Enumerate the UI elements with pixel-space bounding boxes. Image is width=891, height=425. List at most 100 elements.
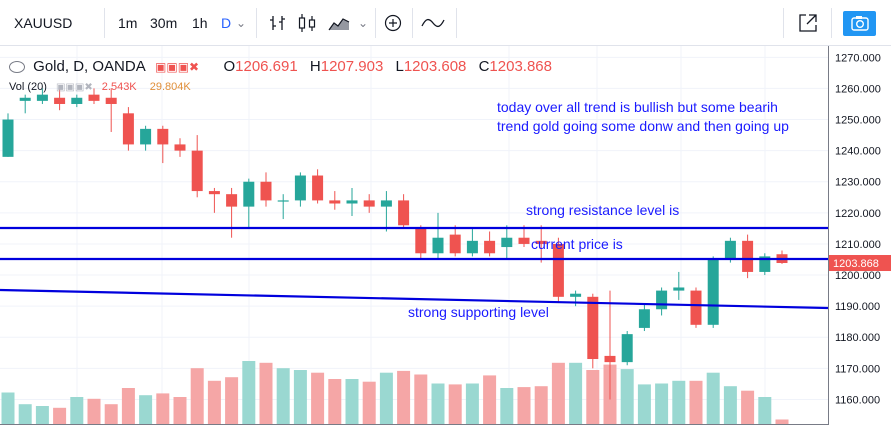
y-tick-label: 1270.000 — [835, 52, 881, 64]
volume-bar — [689, 380, 703, 424]
candle-body — [19, 97, 31, 101]
volume-settings-icon[interactable]: ▣▣▣✖ — [55, 82, 93, 93]
volume-bar — [569, 362, 583, 424]
candle-body — [742, 240, 754, 272]
interval-30m[interactable]: 30m — [150, 15, 178, 31]
volume-bar — [225, 377, 239, 424]
symbol-search[interactable]: XAUUSD — [14, 15, 73, 31]
volume-bar — [379, 372, 393, 424]
volume-bar — [173, 397, 187, 424]
candle-body — [294, 175, 306, 201]
candle-body — [380, 200, 392, 207]
last-price-label: 1203.868 — [833, 258, 879, 270]
candles-icon[interactable] — [297, 13, 317, 33]
last-price-marker — [829, 255, 891, 272]
interval-chevron-down-icon[interactable]: ⌄ — [236, 16, 247, 30]
price-chart[interactable]: 1270.000 1260.000 1250.000 1240.000 1230.000… — [0, 46, 891, 425]
volume-bar — [775, 419, 789, 424]
eye-icon[interactable] — [9, 61, 25, 74]
toolbar-divider — [412, 8, 413, 38]
volume-bar — [293, 370, 307, 424]
volume-bar — [551, 362, 565, 424]
toolbar-divider — [256, 8, 257, 38]
volume-bar — [672, 380, 686, 424]
chart-type-chevron-down-icon[interactable]: ⌄ — [358, 16, 369, 30]
volume-bar — [139, 395, 153, 424]
close-value: 1203.868 — [489, 58, 552, 75]
y-tick-label: 1240.000 — [835, 146, 881, 158]
candle-body — [690, 290, 702, 325]
volume-bar — [104, 404, 118, 424]
candle-body — [312, 175, 324, 201]
y-tick-label: 1160.000 — [835, 394, 880, 406]
candle-body — [363, 200, 375, 207]
candle-body — [191, 150, 203, 192]
candle-body — [432, 237, 444, 254]
add-compare-icon[interactable] — [384, 14, 402, 32]
interval-d[interactable]: D — [221, 15, 232, 31]
candle-body — [638, 309, 650, 328]
legend-title: Gold, D, OANDA — [33, 58, 145, 75]
candle-body — [587, 296, 599, 360]
annotation-trend-line1: today over all trend is bullish but some… — [497, 99, 778, 115]
y-tick-label: 1250.000 — [835, 115, 881, 127]
candle-body — [724, 240, 736, 260]
more-icon[interactable]: ▣▣▣✖ — [155, 60, 200, 74]
volume-bar — [53, 407, 67, 424]
volume-ma-value: 29.804K — [149, 81, 191, 93]
volume-bar — [259, 362, 273, 424]
volume-bar — [465, 383, 479, 424]
volume-bar — [500, 388, 514, 424]
top-toolbar: XAUUSD 1m 30m 1h D ⌄ ⌄ — [0, 0, 891, 46]
candle-body — [449, 234, 461, 254]
volume-bars — [1, 361, 789, 424]
annotation-current-price: current price is — [531, 236, 623, 252]
candle-body — [484, 240, 496, 254]
close-label: C — [478, 58, 490, 75]
candle-body — [552, 243, 564, 297]
volume-bar — [586, 370, 600, 424]
candle-body — [2, 119, 14, 157]
volume-bar — [483, 375, 497, 424]
volume-bar — [328, 379, 342, 424]
candle-body — [518, 237, 530, 244]
volume-bar — [397, 370, 411, 424]
interval-1h[interactable]: 1h — [192, 15, 208, 31]
indicators-icon[interactable] — [421, 16, 445, 30]
volume-label: Vol (20) — [9, 81, 47, 93]
candle-body — [36, 94, 48, 101]
candle-body — [88, 94, 100, 101]
candle-body — [105, 97, 117, 104]
volume-bar — [190, 368, 204, 424]
volume-bar — [121, 388, 135, 424]
camera-button[interactable] — [843, 11, 876, 36]
area-icon[interactable] — [328, 15, 350, 31]
volume-bar — [431, 383, 445, 424]
candle-body — [673, 287, 685, 291]
volume-bar — [156, 393, 170, 424]
open-label: O — [223, 58, 236, 75]
low-value: 1203.608 — [403, 58, 467, 75]
toolbar-divider — [456, 8, 457, 38]
candle-body — [707, 259, 719, 325]
volume-bar — [758, 397, 772, 424]
volume-bar — [706, 372, 720, 424]
candle-body — [621, 334, 633, 363]
fullscreen-icon[interactable] — [798, 13, 818, 33]
volume-bar — [655, 383, 669, 424]
toolbar-divider — [104, 8, 105, 38]
candle-body — [277, 200, 289, 202]
volume-bar — [311, 372, 325, 424]
candle-body — [759, 256, 771, 272]
volume-bar — [70, 397, 84, 424]
open-value: 1206.691 — [235, 58, 298, 75]
y-tick-label: 1210.000 — [835, 239, 881, 251]
y-tick-label: 1170.000 — [835, 363, 880, 375]
interval-1m[interactable]: 1m — [118, 15, 138, 31]
candle-body — [208, 191, 220, 195]
bar-style-icon[interactable] — [268, 14, 288, 32]
candlestick-series — [2, 88, 788, 400]
candle-body — [174, 144, 186, 151]
candle-body — [346, 200, 358, 204]
toolbar-divider — [375, 8, 376, 38]
